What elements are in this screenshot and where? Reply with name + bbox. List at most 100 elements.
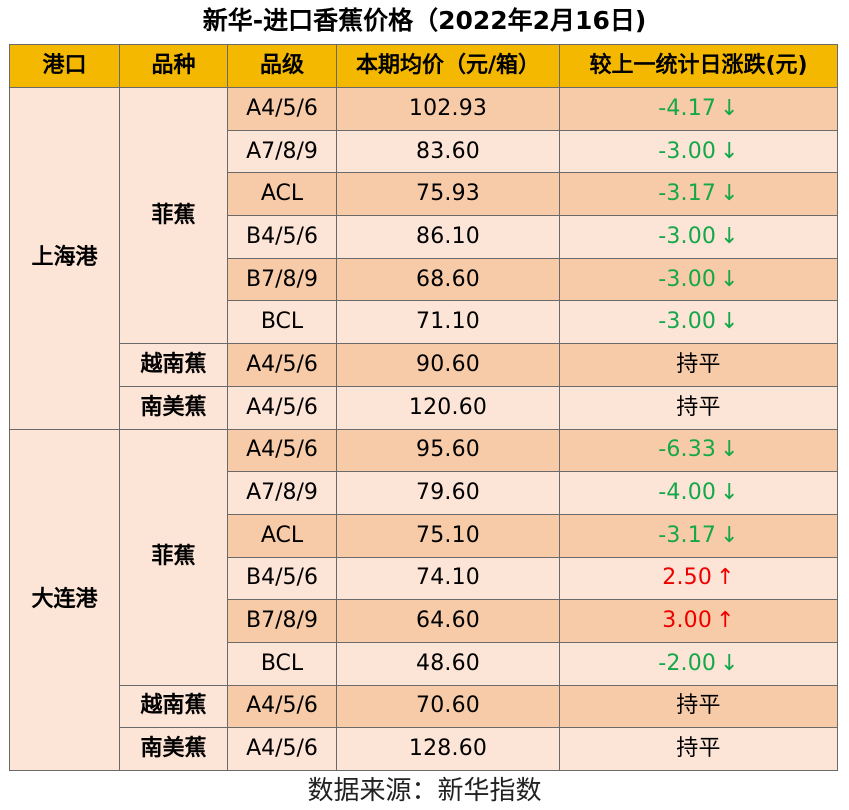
variety-cell: 菲蕉	[119, 428, 228, 686]
table-row: 越南蕉 A4/5/6 70.60 持平	[10, 684, 838, 729]
grade-cell: BCL	[227, 300, 337, 345]
change-value: -6.33	[658, 437, 717, 463]
table-row: 大连港 菲蕉 A4/5/6 95.60 -6.33 ↓	[9, 428, 838, 771]
price-cell: 79.60	[336, 471, 560, 515]
table-row: ACL 75.10 -3.17 ↓	[10, 513, 838, 558]
arrow-down-icon: ↓	[720, 138, 739, 164]
arrow-down-icon: ↓	[720, 266, 739, 292]
grade-cell: B7/8/9	[227, 599, 337, 643]
price-cell: 95.60	[336, 428, 560, 473]
arrow-down-icon: ↓	[720, 650, 739, 676]
price-cell: 83.60	[336, 129, 560, 174]
grade-cell: B7/8/9	[227, 257, 337, 302]
change-value: 持平	[676, 394, 721, 420]
variety-cell: 南美蕉	[119, 727, 228, 771]
header-change: 较上一统计日涨跌(元)	[559, 44, 838, 88]
change-cell: 持平	[559, 727, 838, 771]
change-cell: 持平	[559, 343, 838, 387]
grade-cell: A7/8/9	[227, 129, 337, 174]
header-row: 港口 品种 品级 本期均价（元/箱） 较上一统计日涨跌(元)	[9, 44, 838, 88]
change-cell: -6.33 ↓	[559, 428, 838, 473]
change-value: -3.17	[658, 181, 717, 207]
header-variety: 品种	[119, 44, 228, 88]
table-row: A7/8/9 83.60 -3.00 ↓	[10, 129, 838, 174]
table-row: B7/8/9 68.60 -3.00 ↓	[10, 257, 838, 302]
grade-cell: A7/8/9	[227, 471, 337, 515]
change-cell: -2.00 ↓	[559, 641, 838, 686]
change-value: 持平	[676, 351, 721, 377]
arrow-down-icon: ↓	[720, 95, 739, 121]
arrow-down-icon: ↓	[720, 480, 739, 506]
variety-cell: 越南蕉	[119, 343, 228, 387]
change-cell: -3.00 ↓	[559, 257, 838, 302]
banana-price-table: 港口 品种 品级 本期均价（元/箱） 较上一统计日涨跌(元) 上海港 菲蕉 A4/5…	[9, 44, 838, 771]
arrow-up-icon: ↑	[716, 608, 735, 634]
change-value: 持平	[676, 736, 721, 762]
price-cell: 68.60	[336, 257, 560, 302]
grade-cell: A4/5/6	[227, 385, 337, 430]
price-cell: 48.60	[336, 641, 560, 686]
table-body: 上海港 菲蕉 A4/5/6 102.93 -4.17 ↓ A7/8/9 83.60 -3.00 ↓…	[9, 86, 838, 771]
change-value: 持平	[676, 693, 721, 719]
grade-cell: BCL	[227, 641, 337, 686]
price-cell: 90.60	[336, 343, 560, 387]
header-port: 港口	[9, 44, 120, 88]
change-value: 2.50	[662, 565, 713, 591]
change-cell: -3.17 ↓	[559, 172, 838, 217]
change-cell: 持平	[559, 385, 838, 430]
price-cell: 75.10	[336, 513, 560, 558]
price-cell: 74.10	[336, 556, 560, 601]
table-row: B4/5/6 86.10 -3.00 ↓	[10, 215, 838, 259]
change-value: -3.17	[658, 522, 717, 548]
arrow-up-icon: ↑	[716, 565, 735, 591]
change-cell: -3.00 ↓	[559, 129, 838, 174]
change-value: 3.00	[662, 608, 713, 634]
variety-cell: 南美蕉	[119, 385, 228, 430]
change-cell: 持平	[559, 684, 838, 729]
change-cell: 3.00 ↑	[559, 599, 838, 643]
price-cell: 64.60	[336, 599, 560, 643]
page-title: 新华-进口香蕉价格（2022年2月16日)	[202, 6, 647, 35]
grade-cell: A4/5/6	[227, 684, 337, 729]
change-cell: -3.00 ↓	[559, 300, 838, 345]
grade-cell: A4/5/6	[227, 727, 337, 771]
price-cell: 86.10	[336, 215, 560, 259]
arrow-down-icon: ↓	[720, 309, 739, 335]
price-cell: 71.10	[336, 300, 560, 345]
arrow-down-icon: ↓	[720, 223, 739, 249]
price-cell: 128.60	[336, 727, 560, 771]
grade-cell: ACL	[227, 172, 337, 217]
change-value: -2.00	[658, 650, 717, 676]
change-value: -4.00	[658, 480, 717, 506]
change-cell: 2.50 ↑	[559, 556, 838, 601]
port-cell: 上海港	[9, 87, 120, 430]
change-value: -3.00	[658, 138, 717, 164]
change-cell: -3.00 ↓	[559, 215, 838, 259]
change-value: -3.00	[658, 223, 717, 249]
port-cell: 大连港	[9, 428, 120, 771]
change-cell: -4.17 ↓	[559, 87, 838, 131]
source-note: 数据来源：新华指数	[307, 776, 542, 806]
arrow-down-icon: ↓	[720, 181, 739, 207]
price-cell: 120.60	[336, 385, 560, 430]
grade-cell: A4/5/6	[227, 343, 337, 387]
table-row: A7/8/9 79.60 -4.00 ↓	[10, 471, 838, 515]
table-row: 南美蕉 A4/5/6 120.60 持平	[10, 385, 838, 430]
price-cell: 102.93	[336, 87, 560, 131]
table-row: 越南蕉 A4/5/6 90.60 持平	[10, 343, 838, 387]
arrow-down-icon: ↓	[720, 522, 739, 548]
variety-cell: 菲蕉	[119, 86, 228, 345]
change-value: -3.00	[658, 266, 717, 292]
table-row: 上海港 菲蕉 A4/5/6 102.93 -4.17 ↓	[9, 86, 838, 430]
grade-cell: ACL	[227, 513, 337, 558]
variety-cell: 越南蕉	[119, 684, 228, 729]
grade-cell: B4/5/6	[227, 215, 337, 259]
table-row: 南美蕉 A4/5/6 128.60 持平	[10, 727, 838, 771]
header-grade: 品级	[227, 44, 337, 88]
grade-cell: A4/5/6	[227, 87, 337, 131]
price-cell: 75.93	[336, 172, 560, 217]
arrow-down-icon: ↓	[720, 437, 739, 463]
price-cell: 70.60	[336, 684, 560, 729]
change-cell: -3.17 ↓	[559, 513, 838, 558]
header-price: 本期均价（元/箱）	[336, 44, 560, 88]
